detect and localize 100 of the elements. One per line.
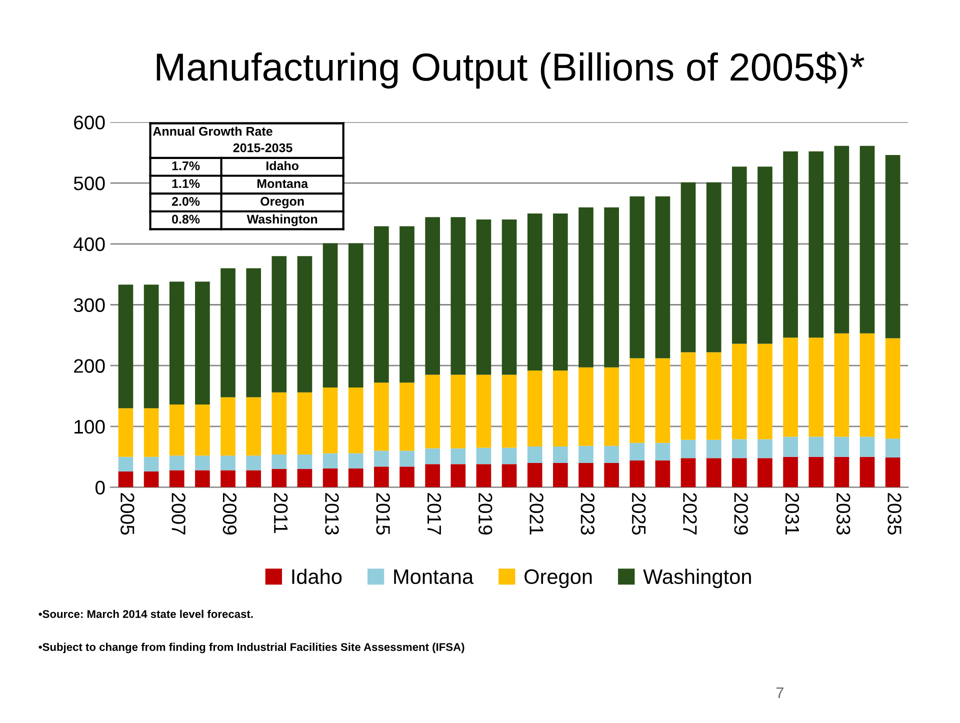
- bar: [400, 226, 414, 383]
- bar: [374, 450, 389, 467]
- bar: [706, 182, 722, 352]
- bar: [502, 464, 517, 488]
- bar: [732, 458, 747, 488]
- bar: [246, 456, 262, 470]
- x-tick-label: 2035: [888, 493, 902, 535]
- bar: [195, 282, 210, 405]
- bar: [885, 338, 900, 439]
- bar: [860, 333, 875, 437]
- bar: [860, 146, 875, 334]
- annotation: Idaho: [266, 161, 298, 170]
- bar: [630, 460, 645, 488]
- annotation: Oregon: [260, 196, 304, 208]
- bar: [553, 446, 568, 463]
- x-tick-label: 2011: [274, 493, 288, 534]
- y-tick-label: 100: [74, 420, 105, 434]
- bar: [476, 464, 492, 488]
- bar: [578, 207, 594, 368]
- bar: [476, 374, 492, 448]
- text: •Subject to change from finding from Industrial Facilities Site Assessment (IFSA): [38, 642, 464, 654]
- bar: [144, 408, 159, 457]
- bar: [297, 454, 312, 470]
- bar: [502, 374, 517, 448]
- bar: [297, 469, 312, 488]
- x-tick-label: 2023: [580, 493, 595, 535]
- y-tick-label: 300: [74, 298, 105, 312]
- legend-label: Washington: [643, 568, 751, 588]
- bar: [885, 457, 900, 488]
- legend-label: Montana: [394, 570, 474, 584]
- text: 7: [776, 687, 784, 698]
- x-tick-label: 2013: [325, 493, 339, 535]
- bar: [758, 344, 772, 440]
- bar: [169, 470, 184, 488]
- bar: [246, 268, 262, 398]
- bar: [425, 217, 440, 375]
- bar: [706, 440, 722, 458]
- bar: [348, 388, 364, 454]
- bar: [860, 456, 875, 488]
- bar: [527, 462, 542, 488]
- bar: [630, 442, 645, 461]
- bar: [578, 462, 594, 488]
- bar: [220, 456, 236, 470]
- bar: [450, 464, 466, 488]
- bar: [834, 333, 850, 437]
- chart-title: Manufacturing Output (Billions of 2005$)*: [156, 52, 864, 89]
- bar: [425, 374, 440, 448]
- bar: [195, 456, 210, 470]
- bar: [322, 468, 338, 488]
- bar: [476, 220, 492, 375]
- y-tick-label: 500: [74, 176, 105, 190]
- bar: [578, 446, 594, 463]
- bar: [374, 226, 389, 383]
- bar: [502, 448, 517, 464]
- bar: [553, 213, 568, 370]
- bar: [655, 442, 670, 461]
- x-tick-label: 2025: [632, 493, 646, 535]
- bar: [604, 207, 619, 368]
- bar: [834, 456, 850, 488]
- bar: [400, 450, 414, 467]
- y-tick-label: 0: [95, 480, 105, 495]
- bar: [527, 213, 542, 370]
- bar: [553, 370, 568, 447]
- bar: [680, 440, 696, 458]
- annotation: 1.1%: [172, 179, 200, 188]
- bar: [502, 220, 517, 375]
- bar: [374, 466, 389, 488]
- bar: [808, 338, 824, 437]
- bar: [758, 439, 772, 458]
- bar: [783, 436, 798, 457]
- bar: [450, 448, 466, 464]
- bar: [476, 448, 492, 464]
- x-tick-label: 2021: [530, 493, 544, 534]
- bar: [425, 464, 440, 488]
- bar: [272, 256, 287, 392]
- bar: [118, 408, 134, 457]
- bar: [272, 392, 287, 454]
- bar: [553, 462, 568, 488]
- bar: [680, 182, 696, 352]
- bar: [425, 448, 440, 464]
- x-tick-label: 2019: [478, 493, 492, 534]
- bar: [527, 446, 542, 463]
- bar: [348, 468, 364, 488]
- annotation: Washington: [246, 214, 318, 226]
- bar: [246, 470, 262, 488]
- bar: [400, 382, 414, 451]
- bar: [732, 344, 747, 440]
- annotation: 0.8%: [172, 214, 200, 224]
- annotation: Annual Growth Rate: [152, 126, 272, 136]
- x-tick-label: 2017: [427, 493, 442, 534]
- bar: [297, 256, 312, 392]
- bar: [783, 456, 798, 488]
- y-tick-label: 400: [74, 237, 105, 252]
- bar: [758, 458, 772, 488]
- bar: [144, 471, 159, 488]
- bar: [732, 166, 747, 344]
- bar: [348, 243, 364, 388]
- bar: [783, 338, 798, 437]
- bar: [885, 438, 900, 458]
- bar: [527, 370, 542, 447]
